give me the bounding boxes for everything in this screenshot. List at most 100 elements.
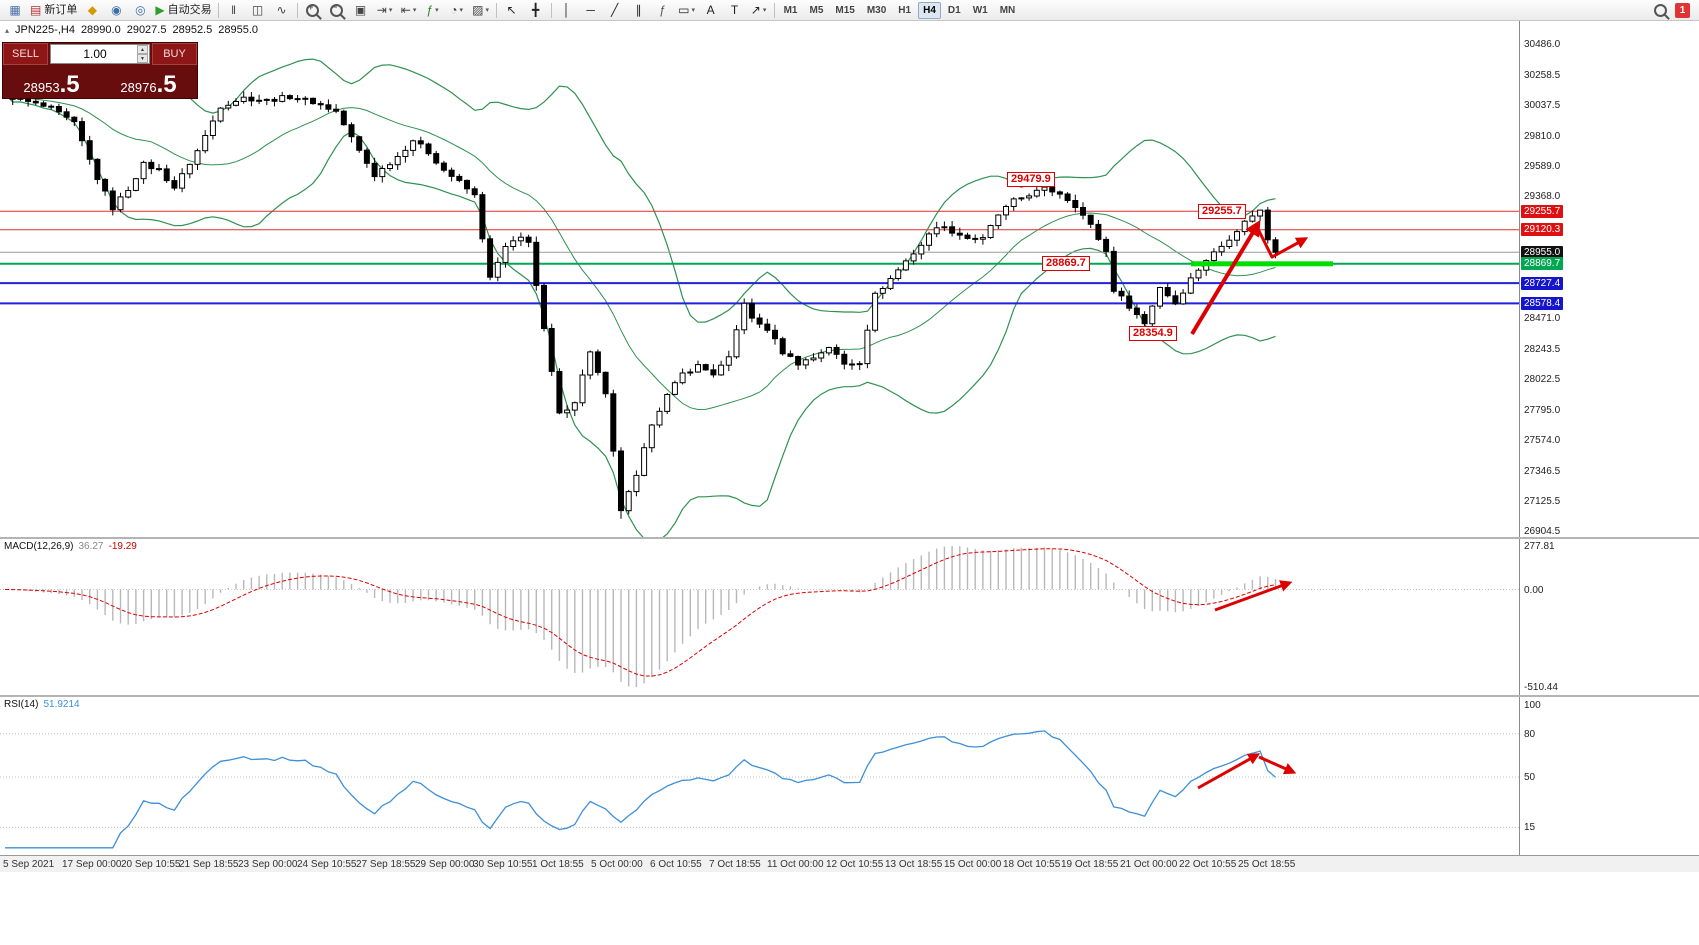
chart-window-icon[interactable]: ▦ xyxy=(3,0,27,20)
expert-wizard-icon[interactable]: ◆ xyxy=(80,0,104,20)
zoom-out-icon-sign: − xyxy=(332,1,338,12)
timeframe-m5[interactable]: M5 xyxy=(809,4,824,16)
macd-label: MACD(12,26,9) 36.27 -19.29 xyxy=(4,541,137,552)
rsi-panel[interactable]: RSI(14) 51.9214 xyxy=(0,697,1519,855)
auto-scroll-icon: ⇥ xyxy=(376,3,387,17)
line-chart-icon: ∿ xyxy=(276,3,287,17)
ohlc-close: 28955.0 xyxy=(218,24,258,36)
channel-icon: ∥ xyxy=(635,3,642,17)
vertical-line-icon[interactable]: │ xyxy=(555,0,579,20)
new-order-button[interactable]: ▤ 新订单 xyxy=(27,0,80,20)
price-axis-tick: 28022.5 xyxy=(1524,374,1561,385)
time-axis-label: 23 Sep 00:00 xyxy=(238,859,298,870)
one-click-trade-panel: SELL ▲ ▼ BUY 28953.5 28976.5 xyxy=(2,42,198,99)
macd-signal-value: -19.29 xyxy=(108,541,137,552)
templates-icon: ▨ xyxy=(472,3,484,17)
macd-panel[interactable]: MACD(12,26,9) 36.27 -19.29 xyxy=(0,539,1519,695)
periods-icon[interactable]: ◔ ▾ xyxy=(445,0,469,20)
horizontal-line-icon[interactable]: ─ xyxy=(579,0,603,20)
time-axis-label: 7 Oct 18:55 xyxy=(709,859,761,870)
trade-panel-prices: 28953.5 28976.5 xyxy=(3,65,197,98)
cursor-icon[interactable]: ↖ xyxy=(500,0,524,20)
ohlc-open: 28990.0 xyxy=(80,24,121,36)
timeframe-m30[interactable]: M30 xyxy=(866,4,887,16)
shapes-icon[interactable]: ▭ ▾ xyxy=(675,0,699,20)
timeframe-mn[interactable]: MN xyxy=(999,4,1016,16)
timeframe-w1[interactable]: W1 xyxy=(972,4,988,16)
volume-decrease-button[interactable]: ▼ xyxy=(137,54,148,63)
auto-scroll-icon[interactable]: ⇥ ▾ xyxy=(373,0,397,20)
price-label-annotation[interactable]: 29255.7 xyxy=(1198,204,1246,219)
text-icon[interactable]: A xyxy=(699,0,723,20)
time-axis-label: 13 Oct 18:55 xyxy=(885,859,943,870)
rsi-canvas[interactable] xyxy=(0,697,1519,855)
macd-scale-label: 0.00 xyxy=(1524,585,1544,596)
price-label-annotation[interactable]: 28869.7 xyxy=(1042,256,1090,271)
arrows-icon[interactable]: ↗ ▾ xyxy=(747,0,771,20)
bollinger-middle-band[interactable] xyxy=(4,93,1276,411)
community-icon[interactable]: ◉ xyxy=(104,0,128,20)
time-axis-label: 1 Oct 18:55 xyxy=(532,859,584,870)
bar-chart-icon[interactable]: ‖ xyxy=(222,0,246,20)
rsi-scale-label: 100 xyxy=(1524,700,1541,711)
notification-badge[interactable]: 1 xyxy=(1675,2,1690,18)
price-axis-tick: 27346.5 xyxy=(1524,466,1561,477)
volume-increase-button[interactable]: ▲ xyxy=(137,45,148,54)
main-chart-panel[interactable]: ▴ JPN225-,H4 28990.0 29027.5 28952.5 289… xyxy=(0,21,1519,537)
sell-button[interactable]: SELL xyxy=(3,43,48,65)
crosshair-icon[interactable]: ╋ xyxy=(524,0,548,20)
fibonacci-icon[interactable]: ƒ xyxy=(651,0,675,20)
macd-scale-label: -510.44 xyxy=(1524,682,1558,693)
chart-shift-icon[interactable]: ⇤ ▾ xyxy=(397,0,421,20)
panel-splitter[interactable] xyxy=(0,695,1699,697)
autotrading-button[interactable]: ▶ 自动交易 xyxy=(152,0,214,20)
zoom-in-icon: + xyxy=(306,2,320,17)
support-highlight-zone[interactable] xyxy=(1191,261,1333,267)
tile-windows-icon[interactable]: ▣ xyxy=(349,0,373,20)
crosshair-icon: ╋ xyxy=(531,3,540,17)
rsi-line xyxy=(5,730,1276,849)
tile-windows-icon: ▣ xyxy=(354,3,367,17)
timeframe-h1[interactable]: H1 xyxy=(898,4,912,16)
new-order-button-label: 新订单 xyxy=(44,3,78,16)
line-chart-icon[interactable]: ∿ xyxy=(270,0,294,20)
timeframe-d1[interactable]: D1 xyxy=(947,4,961,16)
chevron-down-icon: ▾ xyxy=(691,6,695,14)
arrows-icon: ↗ xyxy=(750,3,761,17)
search-icon[interactable] xyxy=(1654,3,1667,17)
timeframe-m15[interactable]: M15 xyxy=(835,4,855,16)
indicators-icon[interactable]: ƒ ▾ xyxy=(421,0,445,20)
timeframe-h4[interactable]: H4 xyxy=(918,1,941,19)
volume-input[interactable] xyxy=(51,46,149,62)
cursor-icon: ↖ xyxy=(506,3,517,17)
price-axis[interactable]: 30486.0 30258.5 30037.5 29810.0 29589.0 29368… xyxy=(1519,21,1699,855)
price-label-annotation[interactable]: 28354.9 xyxy=(1129,326,1177,341)
price-axis-tag: 29255.7 xyxy=(1521,205,1564,218)
market-icon[interactable]: ◎ xyxy=(128,0,152,20)
candles xyxy=(2,87,1279,519)
price-axis-tag: 28727.4 xyxy=(1521,277,1564,290)
timeframe-m1[interactable]: M1 xyxy=(783,4,798,16)
panel-splitter[interactable] xyxy=(0,537,1699,539)
horizontal-line-icon: ─ xyxy=(586,3,595,17)
buy-button[interactable]: BUY xyxy=(152,43,197,65)
time-axis[interactable]: 5 Sep 2021 17 Sep 00:00 20 Sep 10:55 21 Sep… xyxy=(0,855,1699,872)
macd-canvas[interactable] xyxy=(0,539,1519,695)
chevron-down-icon: ▾ xyxy=(412,6,417,14)
templates-icon[interactable]: ▨ ▾ xyxy=(469,0,493,20)
main-chart-canvas[interactable] xyxy=(0,21,1519,537)
trendline-icon[interactable]: ╱ xyxy=(603,0,627,20)
price-axis-tick: 29810.0 xyxy=(1524,131,1561,142)
candlestick-chart-icon[interactable]: ◫ xyxy=(246,0,270,20)
rsi-name: RSI(14) xyxy=(4,699,39,710)
time-axis-label: 18 Oct 10:55 xyxy=(1003,859,1061,870)
bollinger-upper-band[interactable] xyxy=(4,54,1276,323)
chevron-down-icon: ▾ xyxy=(459,6,463,14)
channel-icon[interactable]: ∥ xyxy=(627,0,651,20)
time-axis-label: 21 Oct 00:00 xyxy=(1120,859,1178,870)
macd-histogram xyxy=(11,546,1277,687)
price-label-annotation[interactable]: 29479.9 xyxy=(1007,172,1055,187)
zoom-in-icon[interactable]: + xyxy=(301,0,325,20)
label-icon[interactable]: T xyxy=(723,0,747,20)
zoom-out-icon[interactable]: − xyxy=(325,0,349,20)
